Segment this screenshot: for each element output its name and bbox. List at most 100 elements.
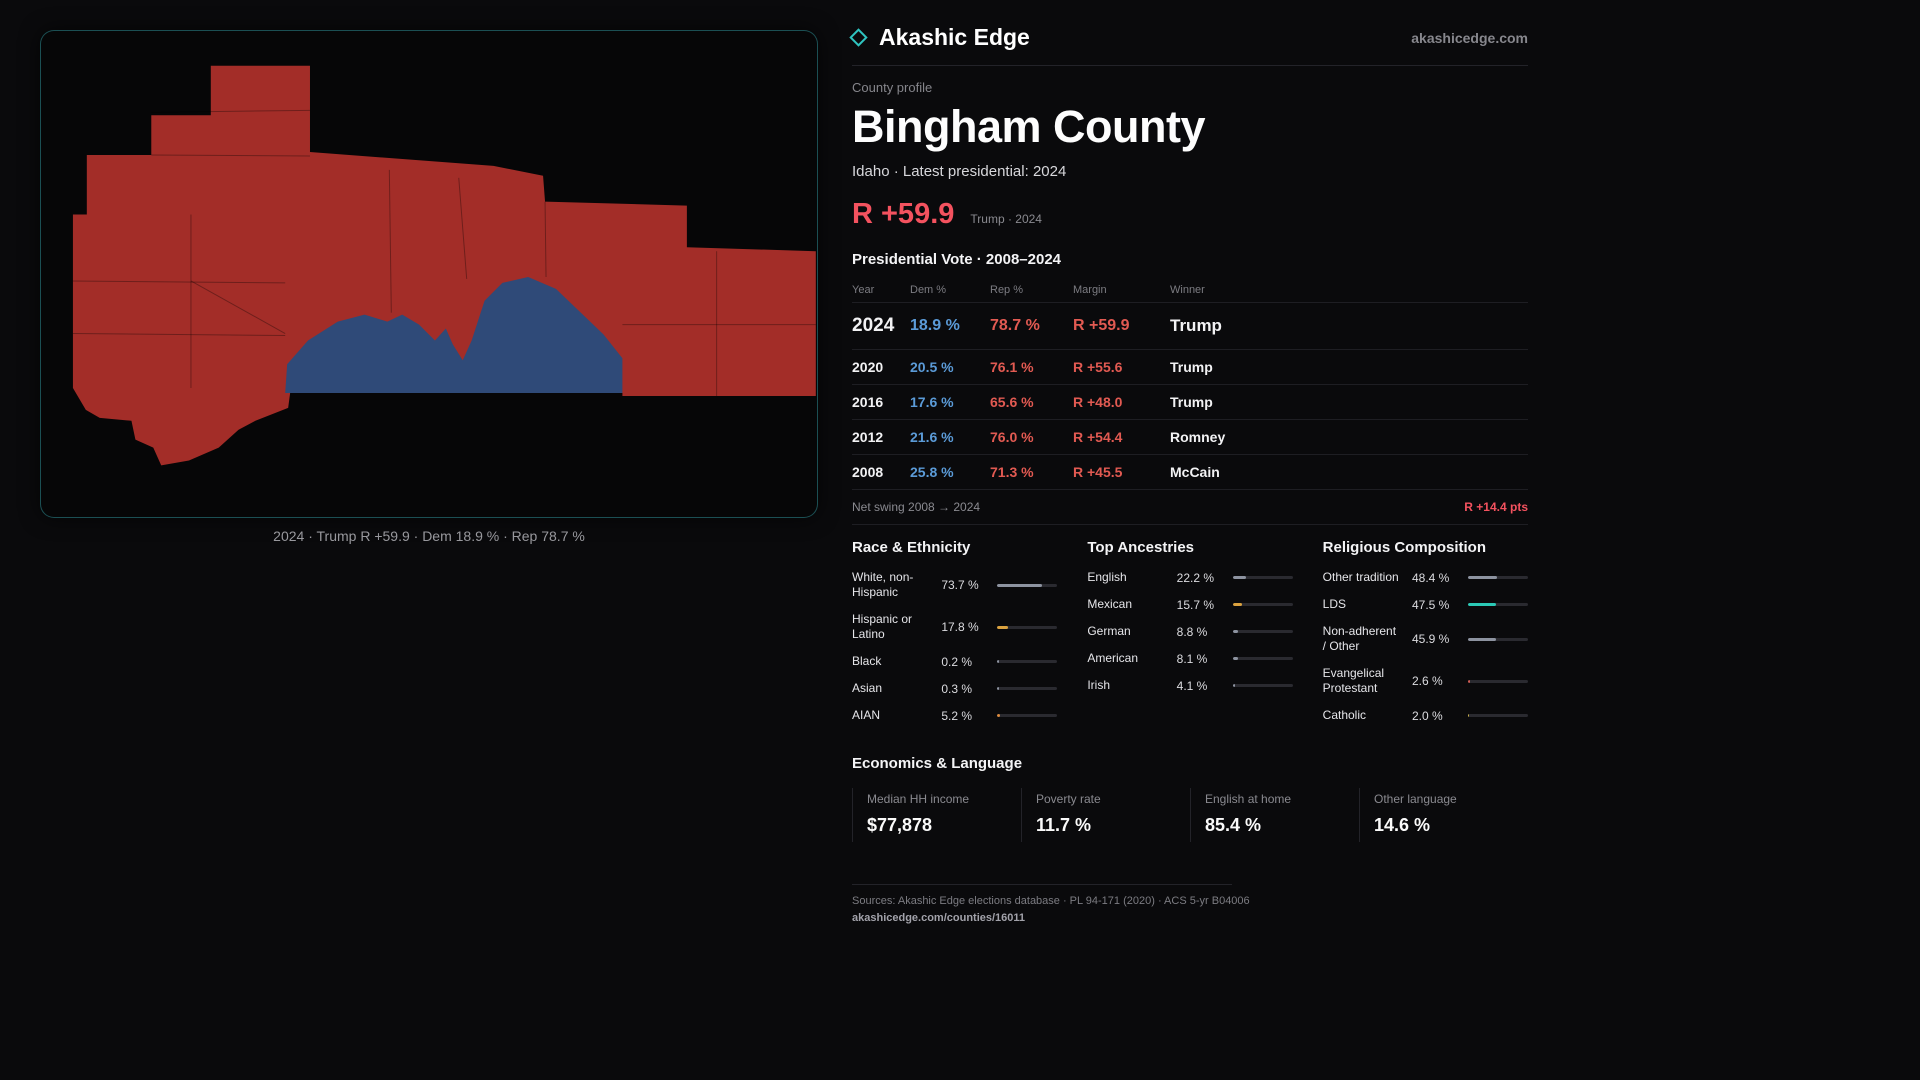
list-item: Evangelical Protestant 2.6 % — [1323, 660, 1528, 702]
item-label: Non-adherent / Other — [1322, 624, 1397, 653]
list-item: Catholic 2.0 % — [1323, 702, 1528, 729]
mini-bar — [1467, 714, 1528, 717]
religion-title: Religious Composition — [1322, 539, 1486, 556]
item-label: Black — [852, 654, 882, 668]
cell-winner: McCain — [1170, 464, 1220, 480]
col-header-margin: Margin — [1073, 284, 1107, 296]
stat-value: 11.7 % — [1036, 815, 1092, 835]
brand: Akashic Edge — [849, 24, 1030, 51]
mini-bar-fill — [997, 583, 1042, 587]
item-label: American — [1087, 651, 1139, 665]
headline-margin: R +59.9 Trump · 2024 — [852, 198, 1528, 231]
list-item: Black 0.2 % — [852, 648, 1058, 675]
stat-other-language: Other language 14.6 % — [1359, 788, 1528, 842]
mini-bar — [997, 625, 1058, 629]
item-label: Catholic — [1322, 708, 1367, 722]
table-row: 2024 18.9 % 78.7 % R +59.9 Trump — [852, 302, 1528, 349]
item-label: Evangelical Protestant — [1322, 666, 1385, 695]
item-value: 15.7 % — [1176, 597, 1215, 612]
cell-winner: Romney — [1170, 429, 1226, 445]
list-item: German 8.8 % — [1087, 618, 1293, 645]
item-value: 8.8 % — [1176, 624, 1208, 639]
col-header-dem: Dem % — [910, 284, 947, 296]
item-value: 2.0 % — [1411, 708, 1443, 723]
mini-bar-fill — [1467, 576, 1498, 579]
brand-name: Akashic Edge — [879, 24, 1030, 50]
item-value: 5.2 % — [941, 708, 973, 723]
list-item: American 8.1 % — [1087, 645, 1293, 672]
vote-table-header: Year Dem % Rep % Margin Winner — [852, 278, 1528, 302]
item-label: Mexican — [1087, 597, 1133, 611]
map-democrat-region[interactable] — [285, 276, 623, 394]
table-row: 2016 17.6 % 65.6 % R +48.0 Trump — [852, 384, 1528, 419]
cell-dem: 25.8 % — [910, 464, 954, 480]
cell-rep: 76.1 % — [990, 359, 1034, 375]
list-item: Other tradition 48.4 % — [1323, 564, 1528, 591]
table-row: 2008 25.8 % 71.3 % R +45.5 McCain — [852, 454, 1528, 489]
map-republican-region[interactable] — [72, 65, 816, 466]
vote-table: Year Dem % Rep % Margin Winner 2024 18.9… — [852, 278, 1528, 525]
mini-bar — [1232, 684, 1293, 687]
county-precinct-map[interactable] — [41, 31, 817, 517]
list-item: English 22.2 % — [1087, 564, 1293, 591]
stat-value: 85.4 % — [1205, 815, 1262, 835]
stat-label: Median HH income — [867, 792, 970, 806]
cell-rep: 76.0 % — [990, 429, 1034, 445]
mini-bar-fill — [1467, 679, 1470, 683]
item-value: 0.3 % — [941, 681, 973, 696]
item-value: 48.4 % — [1411, 570, 1450, 585]
mini-bar — [1232, 657, 1293, 660]
mini-bar-fill — [997, 660, 999, 663]
mini-bar-fill — [1232, 684, 1236, 687]
mini-bar — [1467, 679, 1528, 683]
item-label: Irish — [1087, 678, 1110, 692]
cell-year: 2008 — [852, 464, 884, 480]
table-row: 2012 21.6 % 76.0 % R +54.4 Romney — [852, 419, 1528, 454]
mini-bar-fill — [1232, 657, 1238, 660]
cell-dem: 21.6 % — [910, 429, 954, 445]
stat-value: 14.6 % — [1374, 815, 1431, 835]
headline-margin-context: Trump · 2024 — [970, 212, 1042, 226]
item-value: 22.2 % — [1176, 570, 1215, 585]
brand-domain-link[interactable]: akashicedge.com — [1411, 29, 1528, 46]
cell-rep: 65.6 % — [990, 394, 1034, 410]
list-item: Irish 4.1 % — [1087, 672, 1293, 699]
demographics-section: Race & Ethnicity White, non-Hispanic 73.… — [852, 539, 1528, 729]
cell-dem: 18.9 % — [910, 317, 960, 334]
list-item: Hispanic or Latino 17.8 % — [852, 606, 1058, 648]
cell-winner: Trump — [1170, 316, 1222, 335]
stat-label: Poverty rate — [1036, 792, 1101, 806]
ancestries-column: Top Ancestries English 22.2 % Mexican 15… — [1087, 539, 1293, 729]
item-label: LDS — [1322, 597, 1346, 611]
mini-bar-fill — [1467, 603, 1497, 606]
cell-margin: R +59.9 — [1073, 317, 1130, 334]
diamond-logo-icon — [849, 28, 868, 47]
item-value: 8.1 % — [1176, 651, 1208, 666]
stat-value: $77,878 — [867, 815, 933, 835]
list-item: White, non-Hispanic 73.7 % — [852, 564, 1058, 606]
cell-margin: R +45.5 — [1073, 464, 1123, 480]
cell-year: 2020 — [852, 359, 884, 375]
page-title: Bingham County — [852, 101, 1205, 152]
eyebrow-label: County profile — [852, 80, 933, 95]
cell-margin: R +55.6 — [1073, 359, 1123, 375]
mini-bar — [1467, 576, 1528, 579]
permalink-link[interactable]: akashicedge.com/counties/16011 — [852, 912, 1026, 924]
stat-label: Other language — [1374, 792, 1457, 806]
item-value: 4.1 % — [1176, 678, 1208, 693]
item-label: Other tradition — [1322, 570, 1399, 584]
stat-poverty-rate: Poverty rate 11.7 % — [1021, 788, 1190, 842]
mini-bar-fill — [1232, 576, 1246, 579]
cell-winner: Trump — [1170, 359, 1213, 375]
stat-english-at-home: English at home 85.4 % — [1190, 788, 1359, 842]
cell-margin: R +48.0 — [1073, 394, 1123, 410]
item-value: 45.9 % — [1411, 632, 1450, 646]
cell-year: 2012 — [852, 429, 884, 445]
item-label: White, non-Hispanic — [852, 570, 914, 599]
list-item: LDS 47.5 % — [1323, 591, 1528, 618]
mini-bar — [997, 687, 1058, 690]
footer-divider — [852, 884, 1232, 885]
economics-stats: Median HH income $77,878 Poverty rate 11… — [852, 788, 1528, 842]
mini-bar-fill — [997, 714, 1001, 717]
